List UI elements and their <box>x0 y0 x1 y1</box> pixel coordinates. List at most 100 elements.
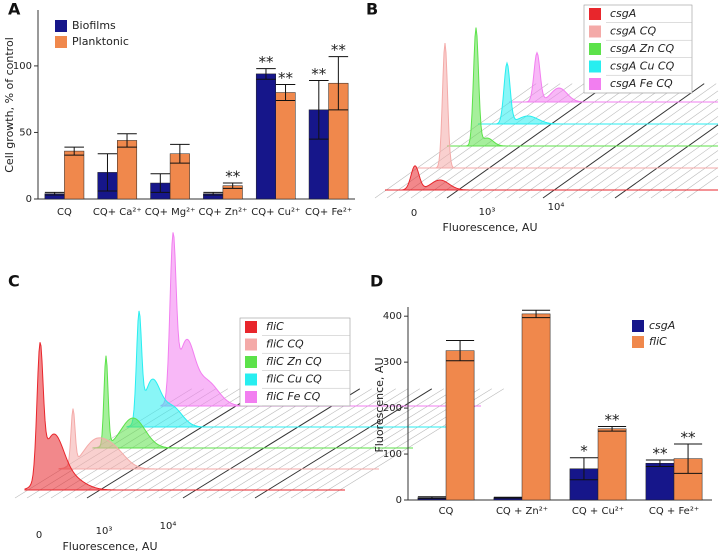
bar <box>521 313 551 501</box>
error-bar <box>275 84 296 102</box>
legend-swatch <box>245 391 257 403</box>
x-axis-label: Fluorescence, AU <box>62 540 157 553</box>
floor-grid <box>206 388 384 499</box>
legend-swatch <box>55 36 67 48</box>
significance: ** <box>605 411 621 429</box>
x-tick-label: CQ <box>439 506 454 517</box>
y-tick-label: 0 <box>396 495 402 506</box>
y-tick-label: 100 <box>383 449 402 460</box>
floor-grid <box>470 83 633 199</box>
floor-grid <box>218 388 396 499</box>
x-axis-label: Fluorescence, AU <box>442 221 537 234</box>
significance: ** <box>652 445 668 463</box>
error-bar <box>674 443 703 474</box>
y-axis-label: Fluorescence, AU <box>373 357 386 452</box>
legend-label: csgA Fe CQ <box>610 77 673 90</box>
floor-grid <box>554 83 717 199</box>
y-tick-label: 400 <box>383 311 402 322</box>
floor-grid <box>254 388 433 499</box>
floor-grid <box>566 90 719 199</box>
error-bar <box>170 143 190 164</box>
x-tick-label: CQ+ Mg²⁺ <box>145 207 196 218</box>
floor-grid <box>110 388 288 499</box>
error-bar <box>150 173 171 193</box>
x-tick-label: CQ+ Fe²⁺ <box>305 207 352 218</box>
bar <box>255 73 276 200</box>
histogram-curve <box>126 310 447 428</box>
legend-label: csgA <box>610 7 636 20</box>
legend-box <box>583 4 693 94</box>
error-bar <box>493 496 522 499</box>
floor-grid <box>626 133 719 199</box>
floor-grid <box>530 83 693 199</box>
x-tick-label: CQ + Fe²⁺ <box>649 506 699 517</box>
legend-swatch <box>632 320 644 332</box>
legend-swatch <box>589 60 601 73</box>
floor-grid <box>542 83 705 199</box>
legend-label: csgA <box>649 319 675 332</box>
floor-grid <box>578 99 719 199</box>
error-bar <box>117 133 137 148</box>
y-axis-label: Cell growth, % of control <box>3 37 16 173</box>
floor-grid <box>650 150 719 199</box>
x-tick-label: CQ+ Ca²⁺ <box>93 207 142 218</box>
x-tick-label: 0 <box>411 208 417 219</box>
error-bar <box>222 182 243 189</box>
y-tick-label: 300 <box>383 357 402 368</box>
histogram-curve <box>58 408 379 470</box>
floor-grid <box>98 388 276 499</box>
error-bar <box>569 457 598 481</box>
x-tick-label: 10³ <box>96 526 113 537</box>
floor-grid <box>482 83 645 199</box>
error-bar <box>309 80 329 140</box>
bar <box>64 150 85 200</box>
bar <box>445 350 475 501</box>
floor-grid <box>638 141 719 199</box>
error-bar <box>64 146 84 156</box>
significance: ** <box>225 168 241 186</box>
histogram-curve <box>416 42 718 169</box>
legend-swatch <box>245 321 257 333</box>
floor-grid <box>590 107 719 199</box>
floor-grid <box>230 388 408 499</box>
histogram-curve <box>509 51 718 103</box>
bar <box>597 428 627 501</box>
significance: * <box>580 442 588 460</box>
legend-label: fliC <box>266 320 284 333</box>
error-bar <box>598 425 627 432</box>
floor-grid <box>422 83 585 199</box>
floor-grid <box>182 388 361 499</box>
error-bar <box>256 68 276 80</box>
legend-swatch <box>589 43 601 55</box>
error-bar <box>645 459 674 467</box>
floor-grid <box>614 124 719 199</box>
floor-grid <box>686 175 719 199</box>
significance: ** <box>258 53 274 71</box>
legend-label: Planktonic <box>72 35 129 48</box>
error-bar <box>44 191 65 196</box>
error-bar <box>328 56 349 111</box>
error-bar <box>203 191 223 196</box>
histogram-curve <box>447 27 718 147</box>
legend-label: fliC Cu CQ <box>266 373 322 386</box>
bar <box>275 92 296 200</box>
legend-label: csgA Cu CQ <box>610 60 675 73</box>
significance: ** <box>278 69 294 87</box>
floor-grid <box>146 388 324 499</box>
x-tick-label: 10⁴ <box>160 521 177 532</box>
floor-grid <box>602 116 719 199</box>
floor-grid <box>290 388 468 499</box>
y-tick-label: 0 <box>26 194 32 205</box>
x-tick-label: CQ+ Zn²⁺ <box>198 207 247 218</box>
significance: ** <box>681 428 697 446</box>
legend-label: fliC CQ <box>266 338 304 351</box>
x-tick-label: CQ + Zn²⁺ <box>496 506 548 517</box>
floor-grid <box>446 83 609 199</box>
floor-grid <box>266 388 444 499</box>
floor-grid <box>458 83 621 199</box>
legend-swatch <box>589 78 601 90</box>
floor-grid <box>518 83 681 199</box>
legend-label: fliC Zn CQ <box>266 355 322 368</box>
y-tick-label: 50 <box>19 127 32 138</box>
